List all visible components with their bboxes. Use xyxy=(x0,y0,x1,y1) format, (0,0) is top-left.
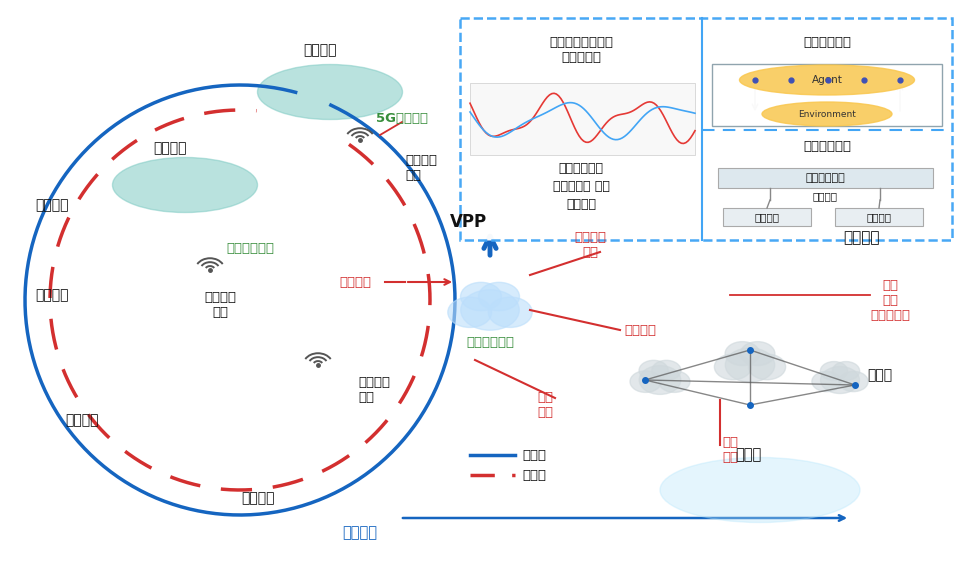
Ellipse shape xyxy=(820,366,860,393)
Ellipse shape xyxy=(739,65,915,95)
Text: 电力交易市场: 电力交易市场 xyxy=(805,173,845,183)
Text: 光伏发电: 光伏发电 xyxy=(153,141,187,155)
Text: 优化调控策略: 优化调控策略 xyxy=(803,36,851,49)
Text: 电力市场
信息: 电力市场 信息 xyxy=(574,231,606,259)
Ellipse shape xyxy=(820,361,847,380)
Text: 信息流: 信息流 xyxy=(522,468,546,481)
Ellipse shape xyxy=(749,354,786,380)
Ellipse shape xyxy=(630,371,661,392)
Ellipse shape xyxy=(448,297,492,328)
Text: 数据
交互
区块链技术: 数据 交互 区块链技术 xyxy=(870,278,910,321)
Ellipse shape xyxy=(460,289,519,330)
FancyBboxPatch shape xyxy=(718,168,933,188)
Text: 核对
确认: 核对 确认 xyxy=(722,436,738,464)
Text: 智能住宅: 智能住宅 xyxy=(36,288,69,302)
Text: 边缘计算技术: 边缘计算技术 xyxy=(226,241,274,255)
Text: 能量流: 能量流 xyxy=(522,448,546,462)
Text: 可再生能源 预测: 可再生能源 预测 xyxy=(553,180,610,192)
Text: 风力发电: 风力发电 xyxy=(303,43,337,57)
Text: 区块链: 区块链 xyxy=(868,368,893,382)
Text: Agent: Agent xyxy=(812,75,842,85)
Ellipse shape xyxy=(762,102,892,126)
Text: VPP: VPP xyxy=(450,213,486,231)
FancyBboxPatch shape xyxy=(835,208,923,226)
Ellipse shape xyxy=(258,65,402,119)
Text: 大电网: 大电网 xyxy=(735,448,761,462)
Ellipse shape xyxy=(639,366,680,394)
Ellipse shape xyxy=(714,354,752,380)
Ellipse shape xyxy=(660,458,860,522)
Text: 5G通信技术: 5G通信技术 xyxy=(376,112,428,125)
Text: 竞标授权: 竞标授权 xyxy=(624,324,656,337)
Ellipse shape xyxy=(740,342,775,366)
Text: 电量交易: 电量交易 xyxy=(813,191,838,201)
Text: 柔性负荷预测: 柔性负荷预测 xyxy=(559,162,603,174)
Text: 电动汽车: 电动汽车 xyxy=(241,491,275,505)
Ellipse shape xyxy=(460,282,502,311)
Text: 能量交互: 能量交互 xyxy=(343,526,377,540)
Text: 虚拟电厂: 虚拟电厂 xyxy=(867,212,892,222)
Text: 燃气轮机: 燃气轮机 xyxy=(66,413,98,427)
Ellipse shape xyxy=(839,371,869,392)
FancyBboxPatch shape xyxy=(460,18,952,240)
Ellipse shape xyxy=(725,342,759,366)
Ellipse shape xyxy=(113,158,258,213)
Text: 技术
确认: 技术 确认 xyxy=(537,391,553,419)
Text: 电力市场交易: 电力市场交易 xyxy=(803,140,851,153)
FancyBboxPatch shape xyxy=(723,208,811,226)
Text: 电价预测: 电价预测 xyxy=(566,197,596,210)
Ellipse shape xyxy=(726,348,775,382)
Text: 边缘数据
中心: 边缘数据 中心 xyxy=(405,154,437,182)
FancyBboxPatch shape xyxy=(470,83,695,155)
Ellipse shape xyxy=(812,371,841,392)
Ellipse shape xyxy=(488,297,532,328)
Text: 人工智能技术: 人工智能技术 xyxy=(466,335,514,348)
Ellipse shape xyxy=(659,371,690,392)
Ellipse shape xyxy=(833,361,860,380)
Text: 边缘数据
中心: 边缘数据 中心 xyxy=(358,376,390,404)
Text: 代理电厂: 代理电厂 xyxy=(755,212,780,222)
Ellipse shape xyxy=(479,282,519,311)
Text: 电力市场: 电力市场 xyxy=(843,231,880,246)
Ellipse shape xyxy=(651,360,681,380)
Text: Environment: Environment xyxy=(798,109,856,118)
Ellipse shape xyxy=(639,360,668,380)
Text: 储能系统: 储能系统 xyxy=(36,198,69,212)
Text: 构成主体行为及外
部环境感知: 构成主体行为及外 部环境感知 xyxy=(549,36,613,64)
Text: 边缘数据
中心: 边缘数据 中心 xyxy=(204,291,236,319)
Text: 运行指导: 运行指导 xyxy=(339,275,371,288)
